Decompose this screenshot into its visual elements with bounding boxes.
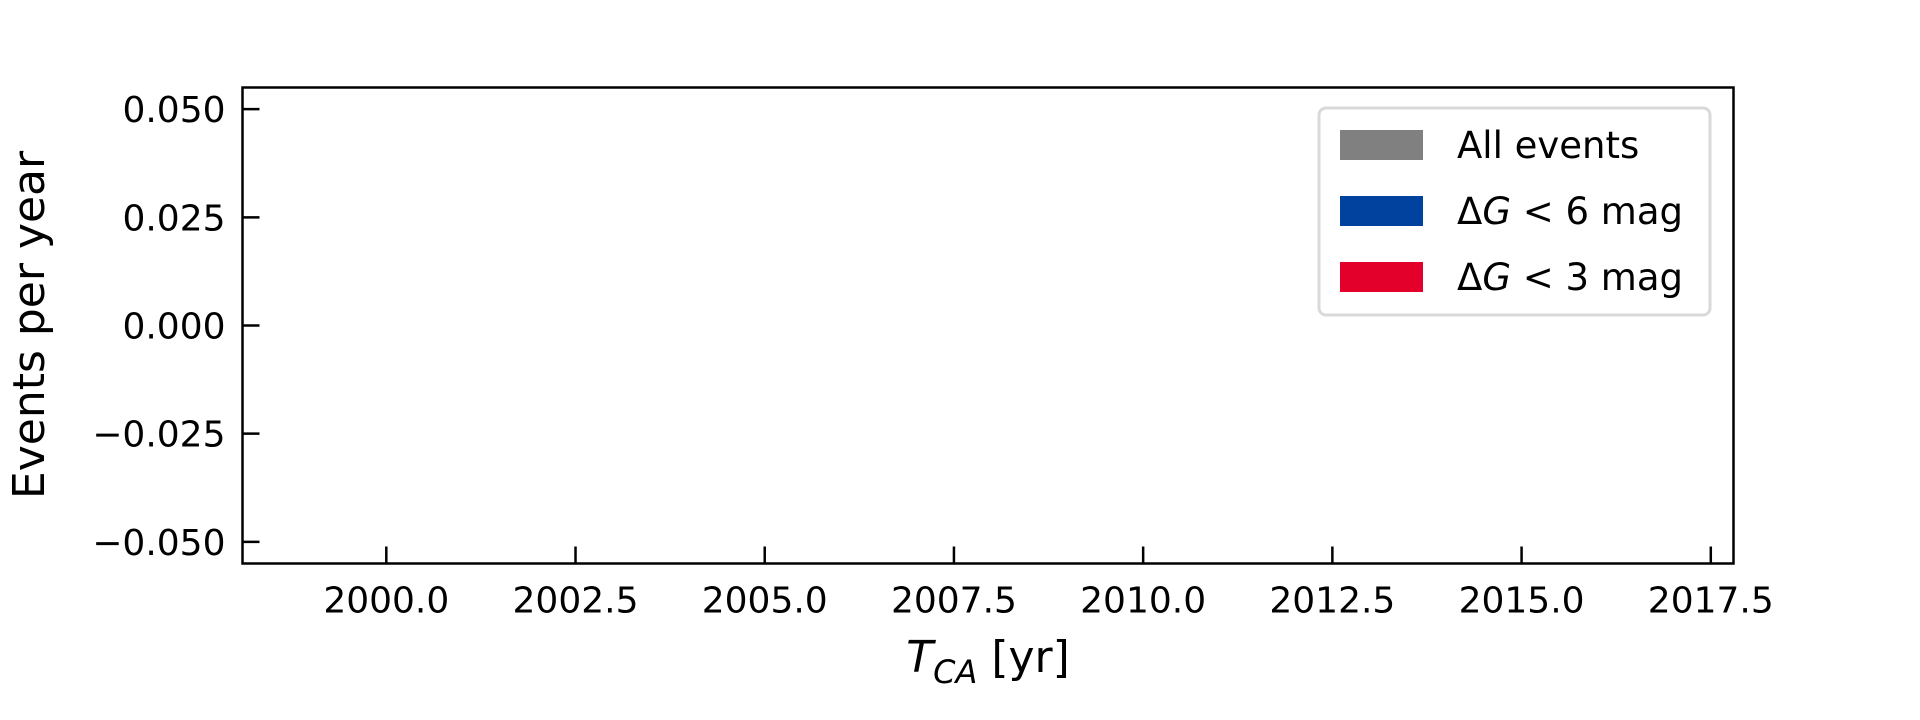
legend-label: All events: [1457, 124, 1639, 167]
legend-label-part: < 3 mag: [1511, 256, 1683, 299]
x-tick-label: 2015.0: [1459, 581, 1585, 622]
legend-label: ΔG < 3 mag: [1457, 256, 1683, 299]
x-axis-label-symbol: T: [906, 632, 936, 683]
legend-swatch: [1340, 130, 1423, 160]
y-tick-label: −0.025: [92, 415, 225, 456]
y-tick-label: 0.000: [122, 307, 225, 348]
x-tick-label: 2012.5: [1269, 581, 1395, 622]
legend-swatch: [1340, 262, 1423, 292]
legend-label-part: Δ: [1457, 256, 1482, 299]
legend-label-part: G: [1482, 190, 1511, 233]
x-axis-label-subscript: CA: [933, 653, 977, 691]
y-tick-label: 0.025: [122, 198, 225, 239]
x-tick-label: 2000.0: [323, 581, 449, 622]
legend-swatch: [1340, 196, 1423, 226]
x-tick-label: 2010.0: [1080, 581, 1206, 622]
y-axis-ticks: 0.050 0.025 0.000 −0.025 −0.050: [92, 90, 260, 564]
x-tick-label: 2017.5: [1648, 581, 1774, 622]
x-axis-label: TCA [yr]: [906, 632, 1070, 691]
y-axis-label: Events per year: [4, 150, 55, 499]
legend-label-part: G: [1482, 256, 1511, 299]
x-tick-label: 2002.5: [513, 581, 639, 622]
x-tick-label: 2005.0: [702, 581, 828, 622]
y-tick-label: 0.050: [122, 90, 225, 131]
legend-label-part: < 6 mag: [1511, 190, 1683, 233]
plot-area-frame: [241, 86, 1735, 565]
x-axis-ticks: 2000.0 2002.5 2005.0 2007.5 2010.0 2012.5 2015…: [323, 546, 1774, 622]
x-axis-label-unit: [yr]: [977, 632, 1069, 683]
x-tick-label: 2007.5: [891, 581, 1017, 622]
legend-label-part: All events: [1457, 124, 1639, 167]
legend-label-part: Δ: [1457, 190, 1482, 233]
y-tick-label: −0.050: [92, 523, 225, 564]
legend-label: ΔG < 6 mag: [1457, 190, 1683, 233]
